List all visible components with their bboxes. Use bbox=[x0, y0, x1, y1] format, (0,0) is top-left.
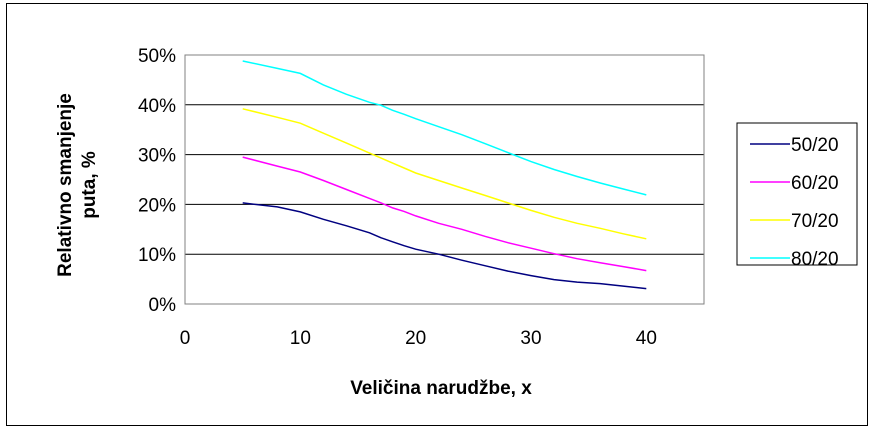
y-tick-label: 40% bbox=[138, 96, 176, 117]
x-tick-label: 0 bbox=[180, 328, 191, 349]
x-axis-title: Veličina narudžbe, x bbox=[350, 378, 532, 399]
legend-label-50-20: 50/20 bbox=[791, 135, 839, 156]
legend: 50/20 60/20 70/20 80/20 bbox=[736, 122, 858, 270]
y-axis-title-line-1: Relativno smanjenje bbox=[55, 93, 76, 277]
legend-label-70-20: 70/20 bbox=[791, 211, 839, 232]
y-tick-label: 50% bbox=[138, 46, 176, 67]
series-line-50-20 bbox=[242, 202, 647, 290]
y-axis-title-line-2-text: puta, % bbox=[79, 151, 100, 219]
y-axis-title-line-2: puta, % bbox=[79, 151, 100, 219]
y-tick-label: 0% bbox=[149, 295, 177, 316]
legend-box bbox=[736, 122, 858, 266]
series-line-80-20 bbox=[242, 60, 647, 196]
legend-label-80-20: 80/20 bbox=[791, 249, 839, 270]
x-tick-label: 40 bbox=[636, 328, 657, 349]
series-line-70-20 bbox=[242, 108, 647, 240]
y-tick-label: 30% bbox=[138, 146, 176, 167]
series-lines bbox=[242, 60, 647, 290]
series-line-60-20 bbox=[242, 156, 647, 272]
plot-area bbox=[184, 54, 705, 305]
x-tick-label: 20 bbox=[405, 328, 426, 349]
y-axis-title: Relativno smanjenje bbox=[55, 93, 76, 277]
tick-labels: 0% 10% 20% 30% 40% 50% 0 10 20 30 40 bbox=[138, 46, 657, 349]
y-tick-label: 20% bbox=[138, 195, 176, 216]
y-tick-label: 10% bbox=[138, 245, 176, 266]
legend-label-60-20: 60/20 bbox=[791, 173, 839, 194]
x-tick-label: 10 bbox=[290, 328, 311, 349]
x-tick-label: 30 bbox=[520, 328, 541, 349]
chart-frame bbox=[6, 3, 868, 426]
